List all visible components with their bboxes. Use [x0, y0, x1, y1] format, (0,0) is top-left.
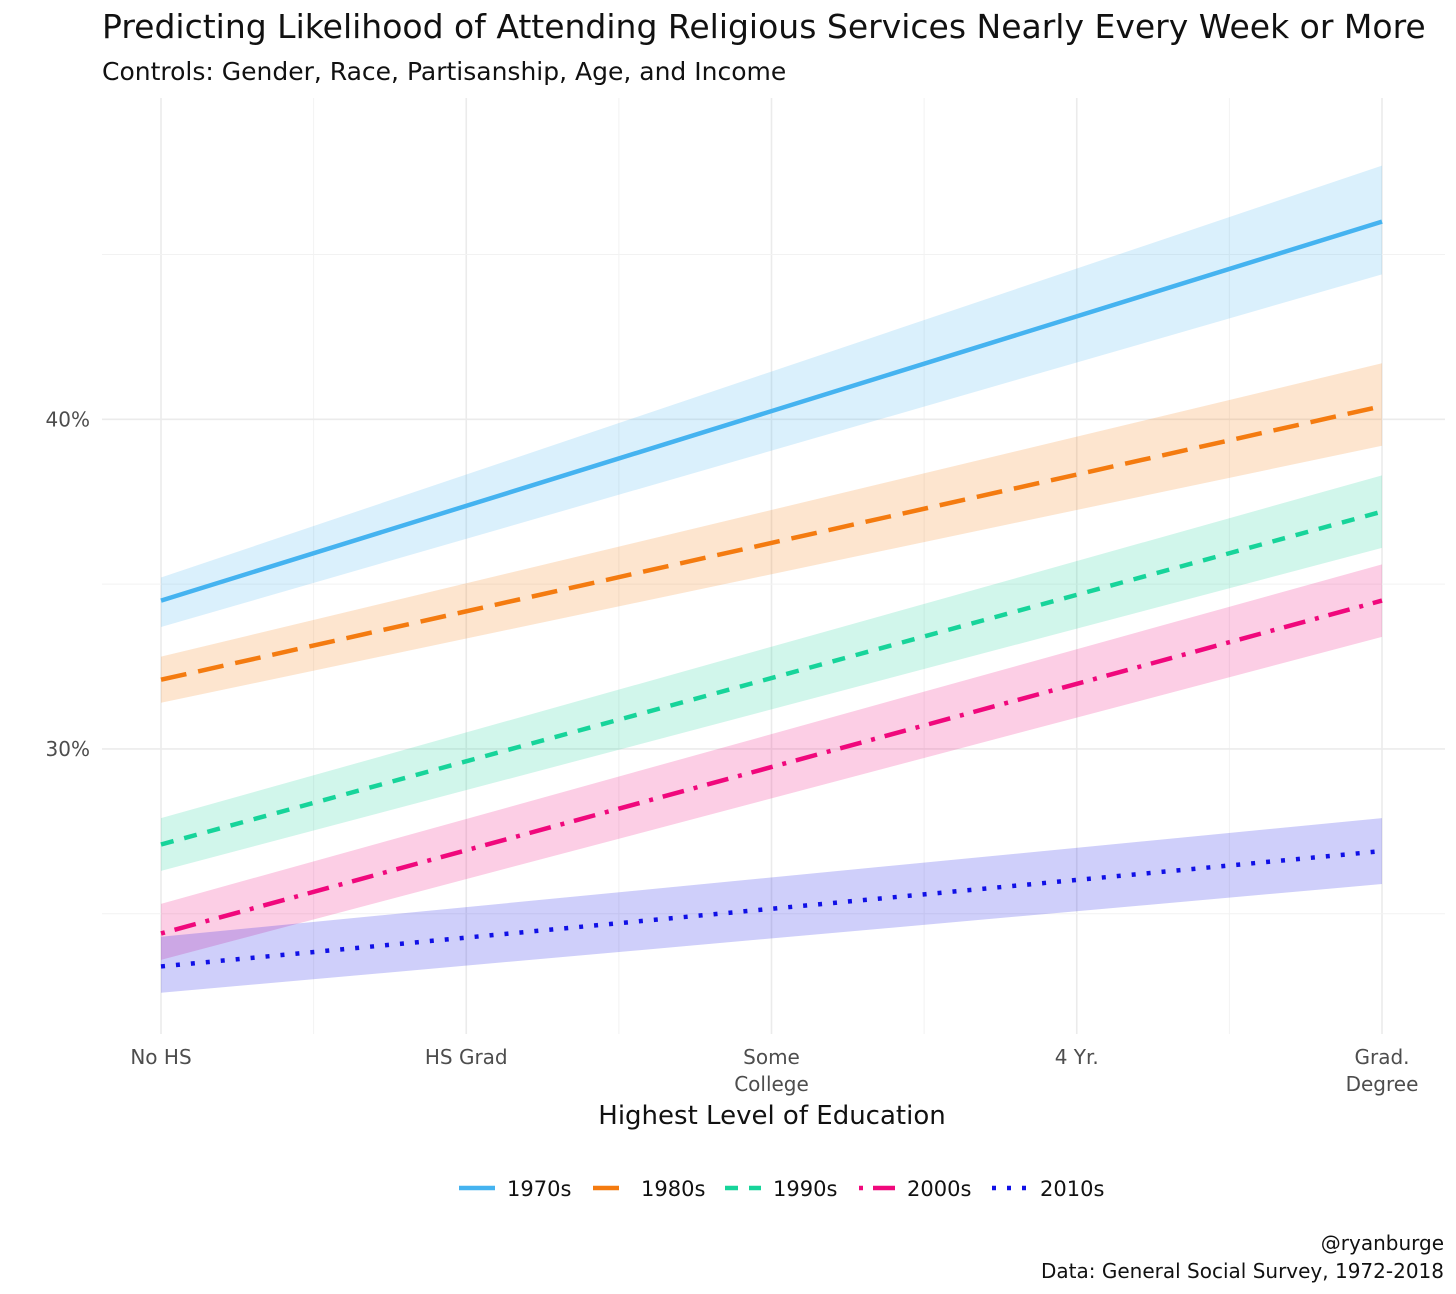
x-tick-label-line: No HS — [130, 1045, 191, 1069]
legend-label: 1970s — [507, 1177, 571, 1201]
series-line-1970s — [160, 219, 1383, 603]
x-tick-label-line: HS Grad — [425, 1045, 508, 1069]
caption-line: Data: General Social Survey, 1972-2018 — [1041, 1259, 1444, 1283]
legend-label: 1990s — [773, 1177, 837, 1201]
y-tick-label: 40% — [46, 407, 90, 431]
series-line-1990s — [160, 509, 1383, 847]
x-tick-label-line: Degree — [1346, 1072, 1419, 1096]
x-tick-label: HS Grad — [425, 1045, 508, 1069]
legend-item-1970s: 1970s — [459, 1177, 571, 1201]
ci-band-1990s — [161, 475, 1382, 871]
x-tick-label-line: Some — [743, 1045, 800, 1069]
series-line-1980s — [160, 403, 1383, 682]
legend-item-2000s: 2000s — [859, 1177, 971, 1201]
ci-band-2000s — [161, 564, 1382, 960]
x-tick-label: 4 Yr. — [1055, 1045, 1099, 1069]
series-line-2010s — [160, 848, 1383, 969]
y-axis-ticks: 30% 40% — [46, 407, 90, 761]
confidence-bands — [161, 165, 1382, 993]
x-tick-label: No HS — [130, 1045, 191, 1069]
ci-band-2010s — [161, 818, 1382, 993]
grid — [102, 98, 1445, 1034]
ci-band-1980s — [161, 363, 1382, 703]
legend-item-1980s: 1980s — [593, 1177, 705, 1201]
caption: @ryanburge Data: General Social Survey, 1… — [1041, 1231, 1444, 1283]
x-tick-label: Some College — [734, 1045, 809, 1096]
legend-label: 2010s — [1040, 1177, 1104, 1201]
chart-subtitle: Controls: Gender, Race, Partisanship, Ag… — [102, 57, 786, 86]
x-tick-label-line: College — [734, 1072, 809, 1096]
legend-label: 2000s — [907, 1177, 971, 1201]
chart-title: Predicting Likelihood of Attending Relig… — [102, 7, 1426, 46]
y-tick-label: 30% — [46, 737, 90, 761]
legend-item-2010s: 2010s — [992, 1177, 1104, 1201]
legend-item-1990s: 1990s — [725, 1177, 837, 1201]
series-lines — [160, 219, 1383, 969]
ci-band-1970s — [161, 165, 1382, 627]
x-tick-label-line: 4 Yr. — [1055, 1045, 1099, 1069]
series-line-2000s — [160, 598, 1383, 936]
x-tick-label-line: Grad. — [1354, 1045, 1409, 1069]
legend: 1970s 1980s 1990s 2000s 2010s — [459, 1177, 1104, 1201]
x-axis-title: Highest Level of Education — [598, 1101, 945, 1131]
legend-label: 1980s — [641, 1177, 705, 1201]
x-tick-label: Grad. Degree — [1346, 1045, 1419, 1096]
x-axis-ticks: No HS HS Grad Some College 4 Yr. Grad. Degree — [130, 1045, 1418, 1096]
caption-line: @ryanburge — [1321, 1231, 1444, 1255]
